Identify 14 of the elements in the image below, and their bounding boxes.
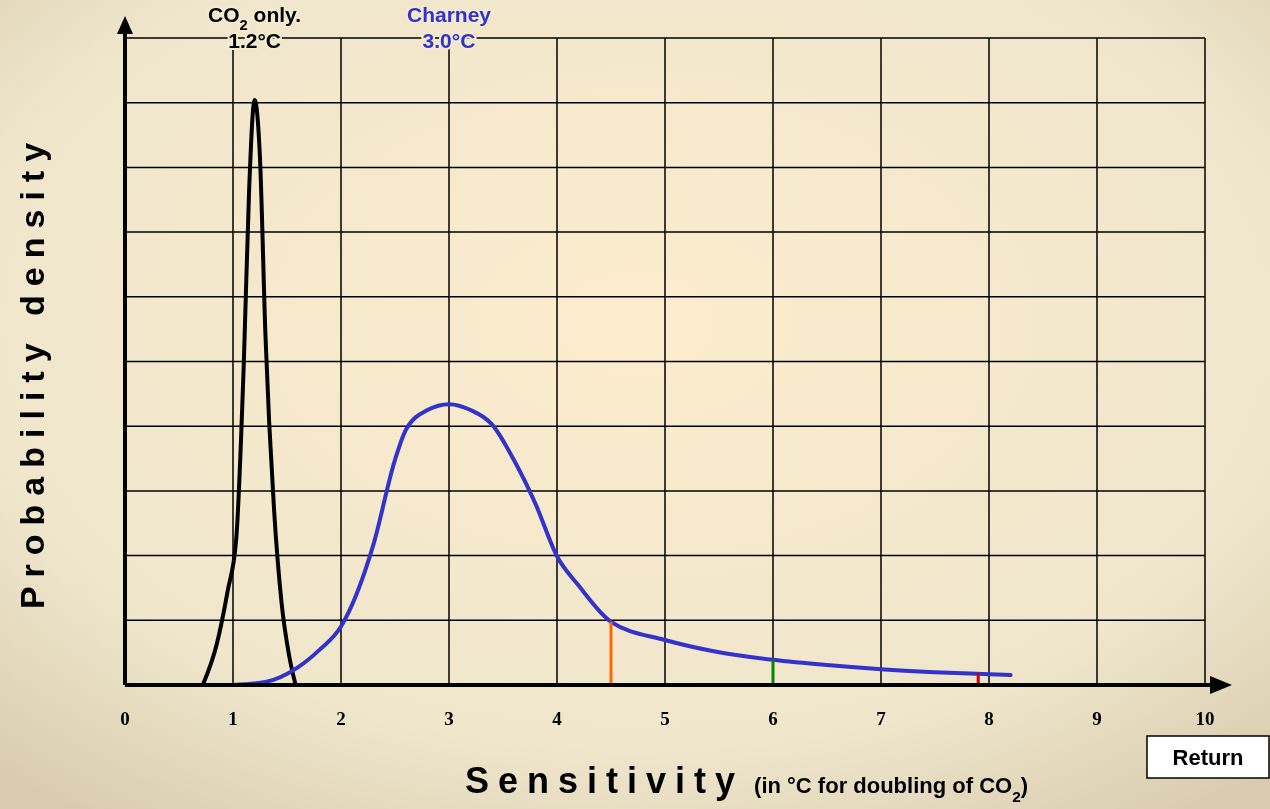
x-tick-label: 9 [1092, 708, 1102, 729]
x-tick-label: 10 [1195, 708, 1215, 729]
x-tick-label: 4 [552, 708, 563, 729]
x-tick-label: 6 [768, 708, 778, 729]
x-axis-title: Sensitivity (in °C for doubling of CO$_{2}$) [465, 760, 1029, 805]
x-tick-label: 8 [984, 708, 994, 729]
x-tick-label: 1 [228, 708, 238, 729]
x-tick-label: 0 [120, 708, 130, 729]
x-tick-label: 7 [876, 708, 887, 729]
text: Return [1172, 745, 1244, 770]
x-tick-label: 5 [660, 708, 670, 729]
x-tick-label: 3 [444, 708, 454, 729]
x-tick-label: 2 [336, 708, 346, 729]
y-axis-title: Probability density [13, 133, 51, 610]
